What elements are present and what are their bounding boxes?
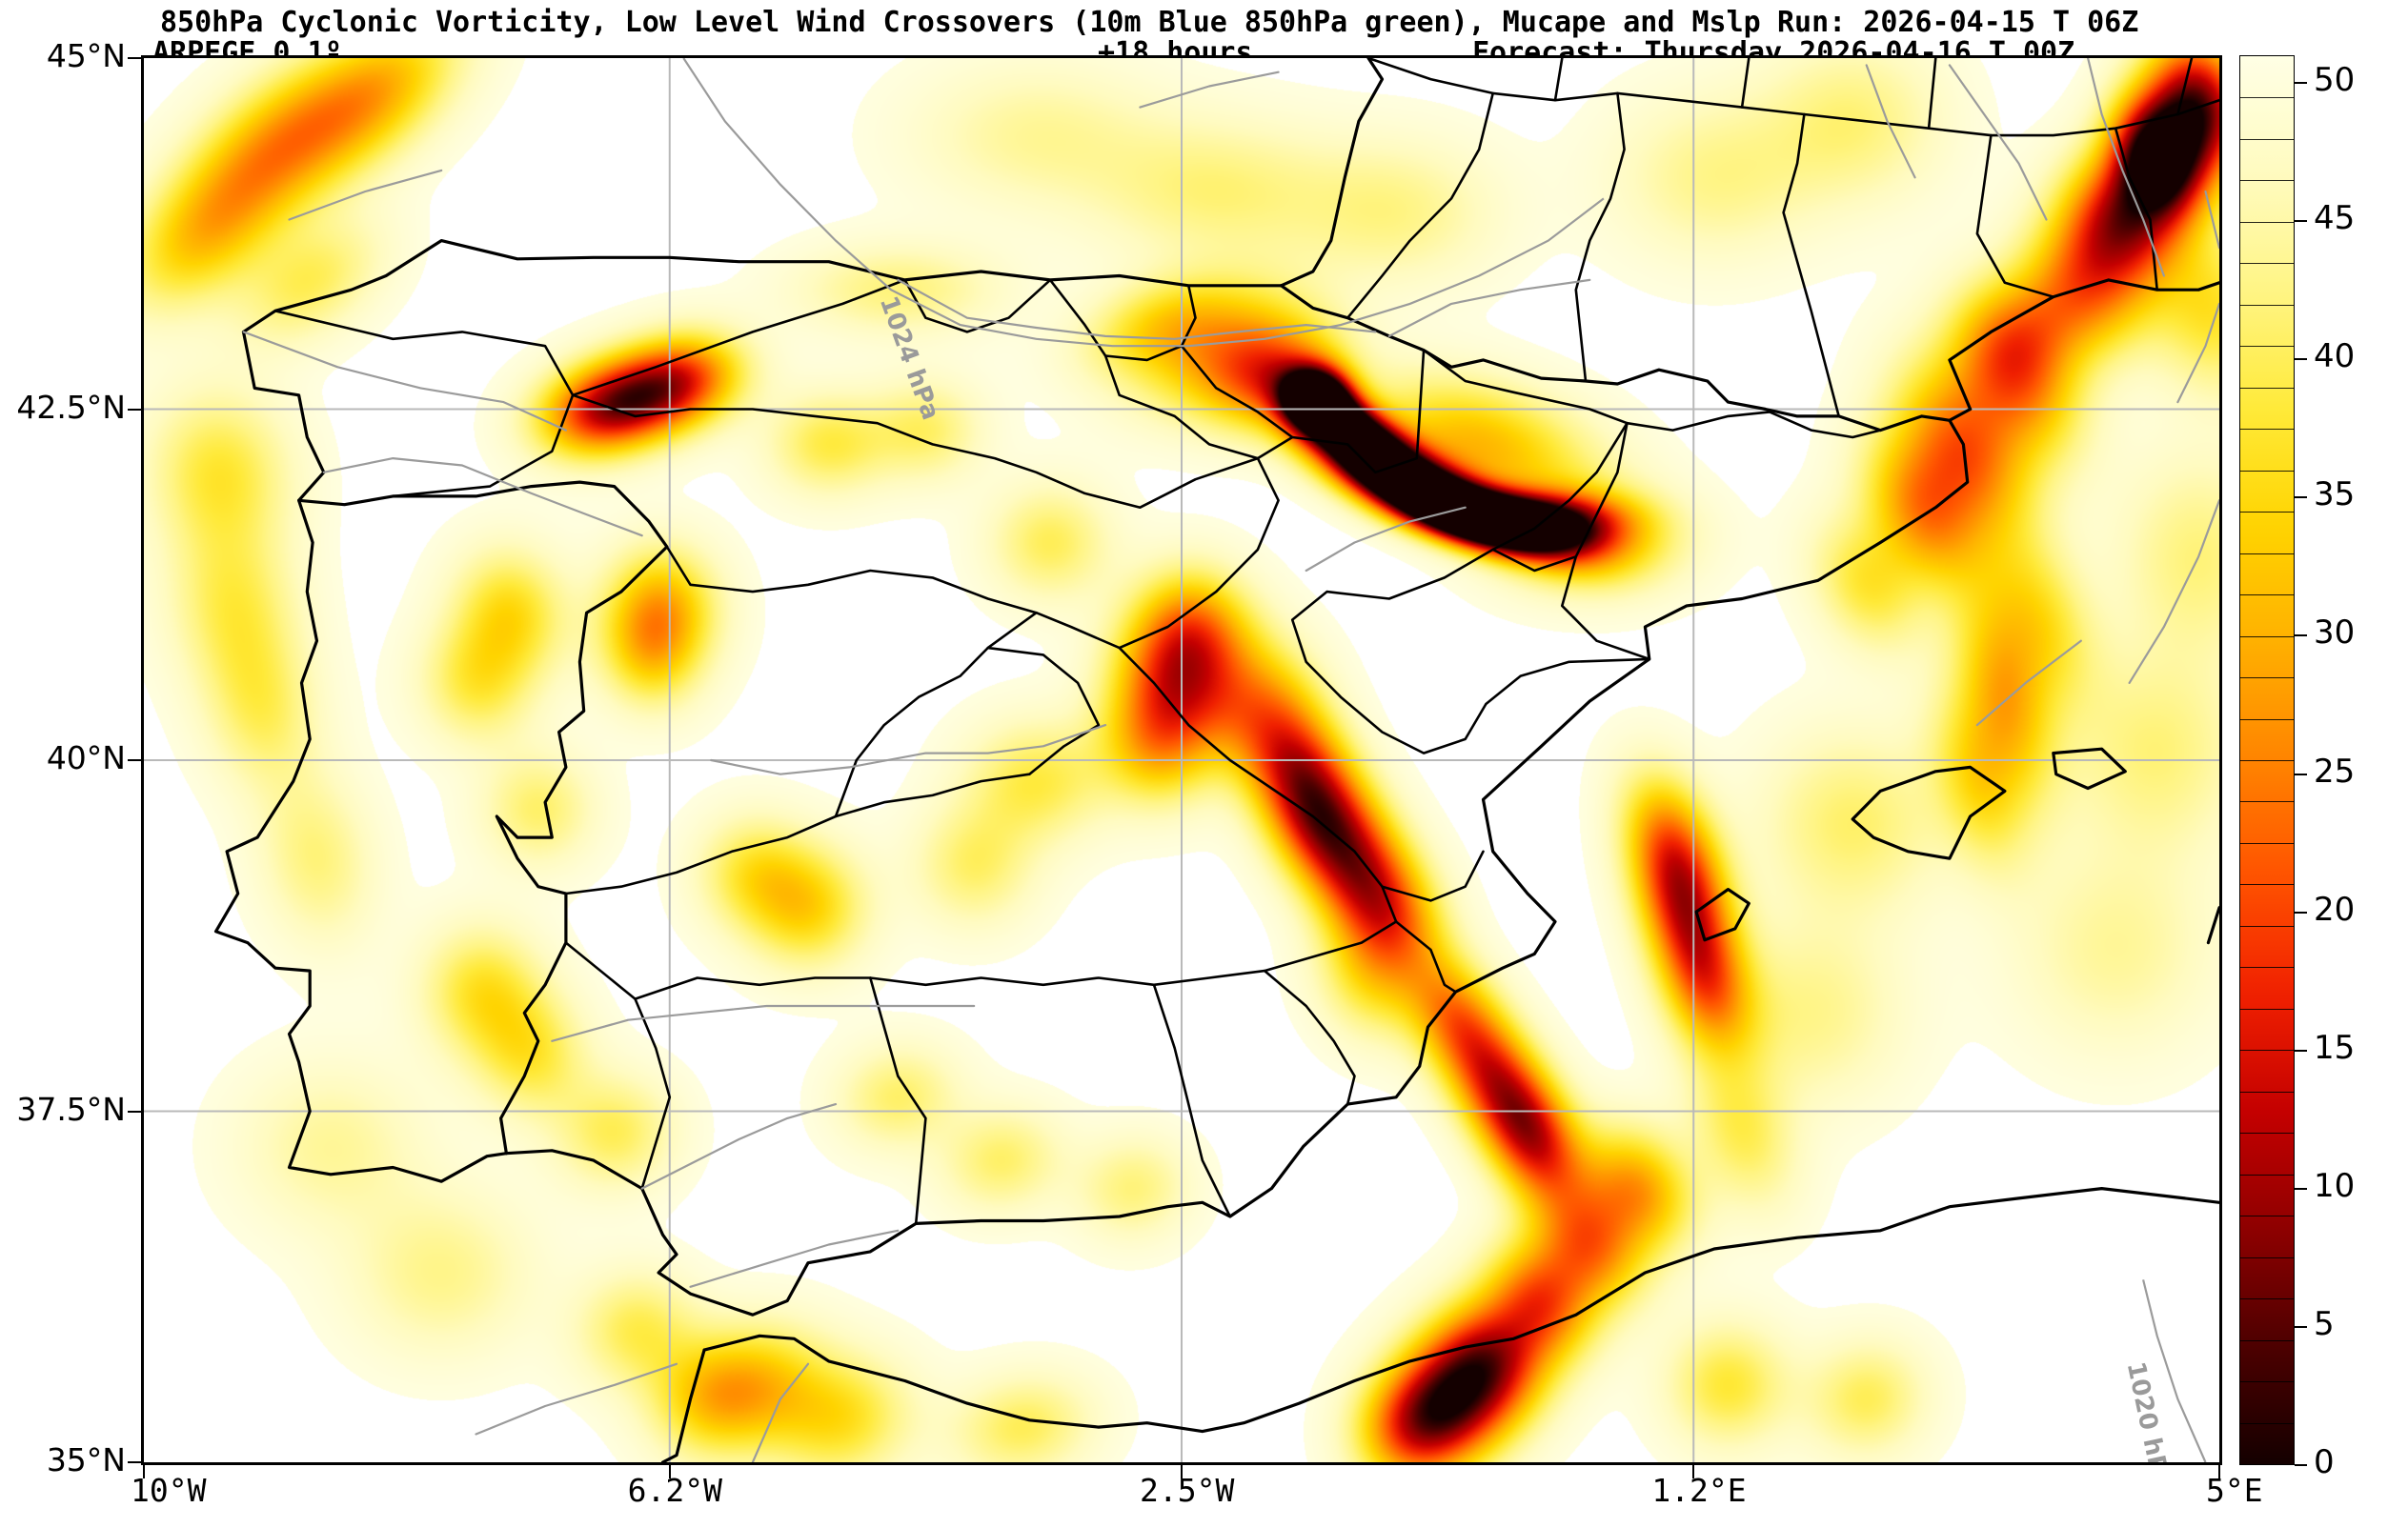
colorbar-level-line [2240, 1339, 2294, 1341]
map-plot-area[interactable]: 1024 hPa 1020 hPa [141, 55, 2222, 1465]
page-title: 850hPa Cyclonic Vorticity, Low Level Win… [160, 6, 1761, 39]
colorbar-level-line [2240, 594, 2294, 596]
isobar-label-layer: 1024 hPa 1020 hPa [144, 58, 2219, 1462]
map-gridlines [144, 58, 2219, 1462]
colorbar-level-line [2240, 677, 2294, 679]
colorbar-level-line [2240, 1050, 2294, 1052]
colorbar-tick-mark-35 [2295, 496, 2307, 499]
longitude-tick-mark-0 [143, 1465, 145, 1478]
map-canvas-wrapper [144, 58, 2219, 1462]
colorbar-level-line [2240, 718, 2294, 720]
colorbar-level-line [2240, 801, 2294, 803]
colorbar-level-line [2240, 1091, 2294, 1093]
colorbar-level-line [2240, 512, 2294, 513]
colorbar-tick-mark-25 [2295, 773, 2307, 775]
vorticity-colorbar[interactable] [2239, 55, 2295, 1465]
colorbar-level-line [2240, 221, 2294, 223]
isobar-label-0: 1024 hPa [874, 292, 945, 425]
colorbar-tick-label-5: 5 [2314, 1304, 2335, 1343]
colorbar-level-line [2240, 1257, 2294, 1258]
colorbar-level-line [2240, 1174, 2294, 1176]
colorbar-tick-mark-10 [2295, 1187, 2307, 1190]
isobar-label-1: 1020 hPa [2120, 1359, 2176, 1465]
colorbar-tick-mark-5 [2295, 1325, 2307, 1328]
longitude-tick-label-2: 2.5°W [1140, 1472, 1235, 1509]
mslp-isobars [682, 58, 2207, 1462]
colorbar-tick-label-50: 50 [2314, 61, 2356, 100]
colorbar-level-line [2240, 346, 2294, 348]
longitude-tick-label-3: 1.2°E [1651, 1472, 1747, 1509]
longitude-tick-mark-4 [2218, 1465, 2220, 1478]
colorbar-level-line [2240, 635, 2294, 637]
colorbar-tick-label-30: 30 [2314, 613, 2356, 653]
colorbar-level-line [2240, 97, 2294, 99]
colorbar-tick-label-0: 0 [2314, 1443, 2335, 1481]
colorbar-level-line [2240, 180, 2294, 182]
longitude-tick-mark-1 [668, 1465, 671, 1478]
latitude-tick-label-3: 37.5°N [16, 1090, 126, 1128]
colorbar-level-line [2240, 967, 2294, 969]
colorbar-tick-label-25: 25 [2314, 752, 2356, 791]
colorbar-level-line [2240, 1008, 2294, 1010]
longitude-tick-label-0: 10°W [131, 1472, 207, 1509]
colorbar-level-line [2240, 925, 2294, 927]
colorbar-tick-label-45: 45 [2314, 199, 2356, 238]
latitude-tick-mark-3 [128, 1110, 141, 1113]
latitude-tick-mark-2 [128, 759, 141, 761]
colorbar-level-line [2240, 553, 2294, 554]
latitude-tick-label-4: 35°N [46, 1441, 126, 1478]
colorbar-level-line [2240, 138, 2294, 140]
colorbar-level-line [2240, 1422, 2294, 1424]
latitude-tick-mark-0 [128, 57, 141, 59]
longitude-tick-label-1: 6.2°W [627, 1472, 723, 1509]
colorbar-level-line [2240, 470, 2294, 472]
colorbar-level-line [2240, 884, 2294, 886]
longitude-tick-mark-3 [1692, 1465, 1695, 1478]
colorbar-tick-mark-15 [2295, 1049, 2307, 1052]
colorbar-level-line [2240, 387, 2294, 389]
model-run-label: Run: 2026-04-15 T 06Z [1777, 6, 2139, 39]
map-coastlines [213, 58, 2219, 1462]
colorbar-tick-mark-0 [2295, 1464, 2307, 1466]
colorbar-tick-label-20: 20 [2314, 890, 2356, 929]
colorbar-level-line [2240, 304, 2294, 306]
colorbar-tick-label-15: 15 [2314, 1028, 2356, 1067]
colorbar-tick-mark-45 [2295, 220, 2307, 223]
latitude-tick-label-0: 45°N [46, 37, 126, 74]
colorbar-tick-mark-50 [2295, 82, 2307, 85]
colorbar-level-line [2240, 842, 2294, 844]
colorbar-tick-label-10: 10 [2314, 1166, 2356, 1205]
colorbar-level-line [2240, 1381, 2294, 1383]
colorbar-level-line [2240, 1298, 2294, 1300]
colorbar-level-line [2240, 263, 2294, 265]
latitude-tick-label-2: 40°N [46, 739, 126, 776]
latitude-tick-mark-4 [128, 1461, 141, 1463]
colorbar-level-line [2240, 760, 2294, 761]
colorbar-tick-label-40: 40 [2314, 337, 2356, 376]
colorbar-level-line [2240, 429, 2294, 431]
map-overlay-svg [144, 58, 2219, 1462]
latitude-tick-mark-1 [128, 408, 141, 411]
colorbar-tick-label-35: 35 [2314, 475, 2356, 514]
colorbar-tick-mark-30 [2295, 634, 2307, 637]
latitude-tick-label-1: 42.5°N [16, 388, 126, 426]
longitude-tick-label-4: 5°E [2206, 1472, 2263, 1509]
colorbar-tick-mark-40 [2295, 358, 2307, 361]
colorbar-tick-mark-20 [2295, 911, 2307, 914]
longitude-tick-mark-2 [1181, 1465, 1183, 1478]
colorbar-level-line [2240, 1133, 2294, 1135]
